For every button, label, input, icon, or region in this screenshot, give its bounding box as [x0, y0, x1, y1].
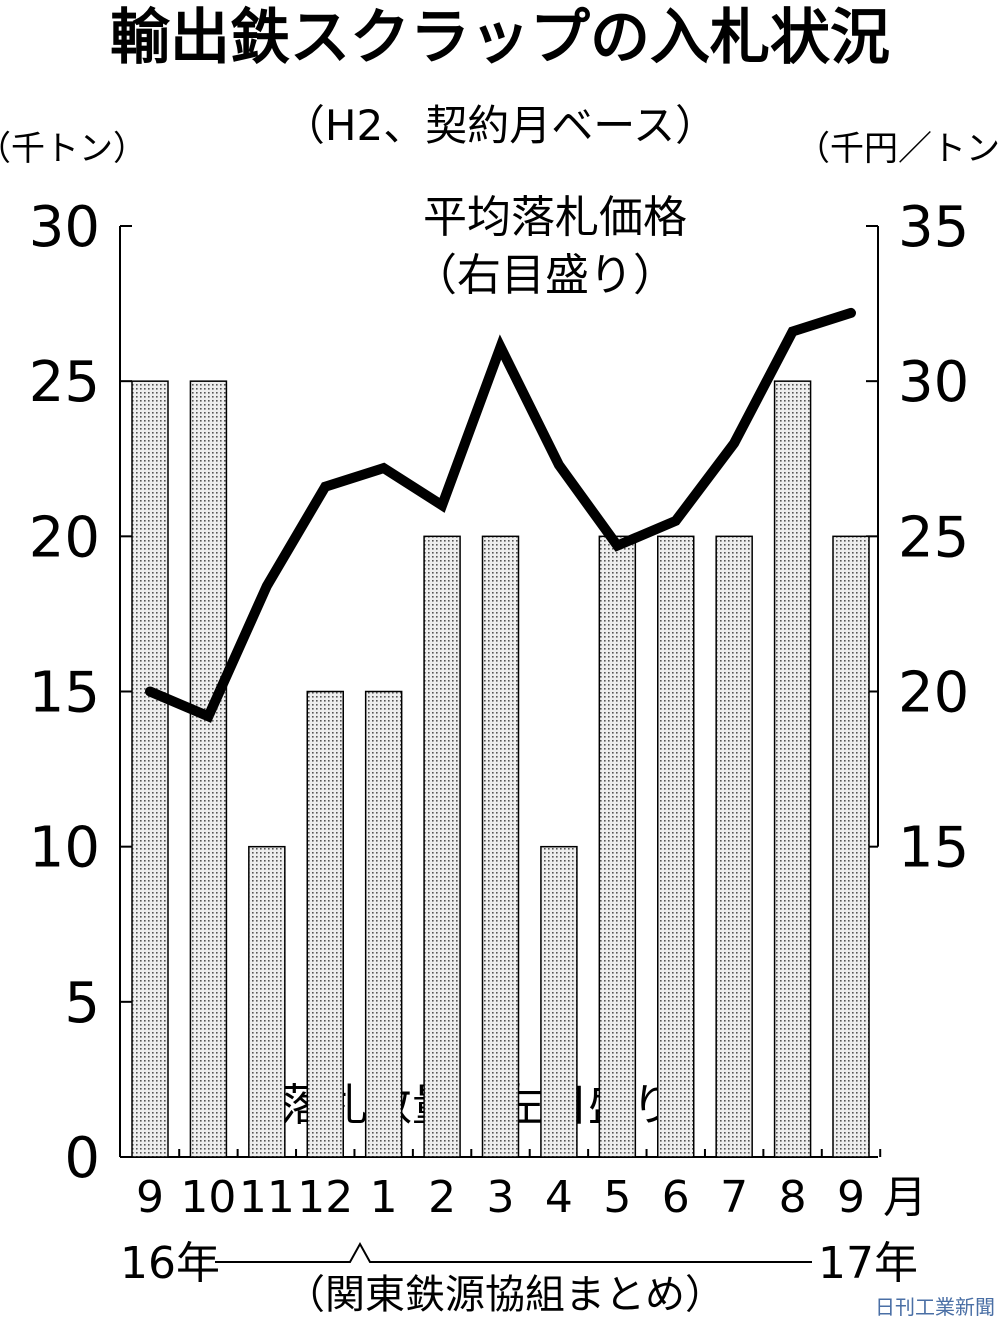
- y-tick-label: 10: [29, 816, 100, 881]
- x-tick-label: 2: [428, 1172, 456, 1223]
- chart-subtitle: （H2、契約月ベース）: [283, 101, 717, 150]
- bar: [481, 535, 520, 1158]
- x-tick-label: 10: [180, 1172, 236, 1223]
- line-label-note: （右目盛り）: [413, 250, 677, 301]
- x-tick-label: 8: [779, 1172, 807, 1223]
- x-tick-label: 6: [662, 1172, 690, 1223]
- x-unit: 月: [883, 1172, 927, 1223]
- y2-tick-label: 30: [898, 350, 969, 415]
- bar: [364, 690, 403, 1158]
- x-tick-label: 4: [545, 1172, 573, 1223]
- y-tick-label: 30: [29, 195, 100, 260]
- y-axis-label: （千トン）: [0, 129, 147, 169]
- bar: [248, 845, 286, 1158]
- price-line: [145, 307, 856, 723]
- credit: 日刊工業新聞: [875, 1295, 995, 1319]
- y-tick-label: 20: [29, 505, 100, 570]
- y2-tick-label: 35: [898, 195, 969, 260]
- x-tick-label: 12: [297, 1172, 353, 1223]
- bar: [189, 380, 228, 1158]
- bar: [540, 845, 578, 1158]
- y-tick-label: 0: [64, 1126, 100, 1191]
- y2-tick-label: 20: [898, 661, 969, 726]
- bar: [306, 690, 344, 1158]
- year-span: [215, 1241, 812, 1263]
- bar: [773, 380, 812, 1158]
- y-tick-label: 5: [64, 971, 100, 1036]
- x-tick-label: 11: [239, 1172, 295, 1223]
- bar: [598, 535, 637, 1158]
- y2-tick-label: 15: [898, 816, 969, 881]
- bar: [423, 535, 461, 1158]
- x-tick-label: 1: [370, 1172, 398, 1223]
- start-year: 16年: [120, 1238, 220, 1289]
- source: （関東鉄源協組まとめ）: [285, 1272, 725, 1318]
- x-tick-label: 9: [837, 1172, 865, 1223]
- x-tick-label: 7: [720, 1172, 748, 1223]
- bar: [657, 535, 695, 1158]
- y2-axis-label: （千円／トン）: [796, 129, 1000, 169]
- bar: [131, 380, 169, 1158]
- y-tick-label: 25: [29, 350, 100, 415]
- bar: [715, 535, 753, 1158]
- x-tick-label: 3: [487, 1172, 515, 1223]
- y-tick-label: 15: [29, 661, 100, 726]
- bar: [832, 535, 870, 1158]
- end-year: 17年: [818, 1238, 918, 1289]
- chart-title: 輸出鉄スクラップの入札状況: [110, 3, 890, 73]
- x-tick-label: 9: [136, 1172, 164, 1223]
- y2-tick-label: 25: [898, 505, 969, 570]
- x-tick-label: 5: [603, 1172, 631, 1223]
- line-label: 平均落札価格: [423, 192, 687, 243]
